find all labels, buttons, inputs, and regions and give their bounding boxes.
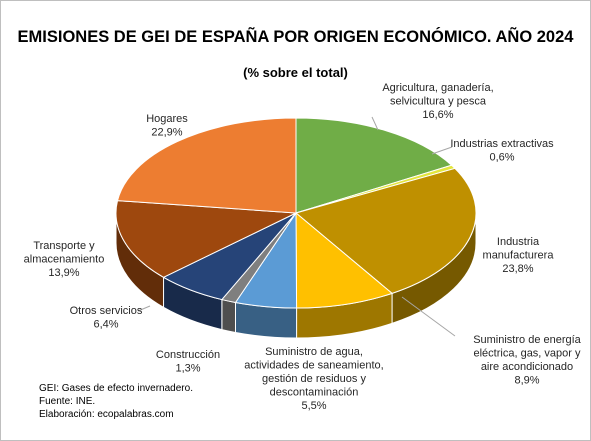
slice-label-hogares: Hogares 22,9%	[146, 113, 188, 139]
slice-value-label: 22,9%	[151, 127, 182, 139]
slice-value-label: 23,8%	[502, 263, 533, 275]
slice-label-agricultura-ganaderia-selvic: Agricultura, ganadería, selvicultura y pe…	[382, 82, 493, 121]
slice-name-label: Hogares	[146, 113, 188, 125]
slice-label-industria-manufacturera: Industria manufacturera 23,8%	[483, 236, 555, 275]
slice-label-otros-servicios: Otros servicios 6,4%	[70, 305, 143, 331]
note-gei: GEI: Gases de efecto invernadero.	[39, 383, 193, 394]
slice-label-suministro-de-energia-electr: Suministro de energía eléctrica, gas, vap…	[473, 334, 581, 387]
slice-agricultura-ganaderia-selvic[interactable]	[295, 117, 453, 214]
slice-label-industrias-extractivas: Industrias extractivas 0,6%	[450, 138, 554, 164]
slice-industria-manufacturera[interactable]	[294, 167, 477, 294]
slice-name-label: aire acondicionado	[481, 361, 573, 373]
slice-name-label: gestión de residuos y	[262, 373, 366, 385]
slice-name-label: Suministro de agua,	[265, 346, 363, 358]
slice-value-label: 6,4%	[93, 319, 118, 331]
slice-value-label: 5,5%	[301, 400, 326, 412]
slice-name-label: manufacturera	[483, 250, 555, 262]
slice-label-transporte-y-almacenamiento: Transporte y almacenamiento 13,9%	[24, 240, 105, 279]
chart-subtitle: (% sobre el total)	[243, 65, 348, 80]
slice-hogares[interactable]	[116, 117, 297, 214]
leader-line-agricultura-ganaderia-selvic	[371, 116, 379, 131]
slice-value-label: 0,6%	[489, 152, 514, 164]
slice-name-label: descontaminación	[270, 387, 359, 399]
slice-suministro-de-energia-electr[interactable]	[295, 211, 394, 309]
note-source: Fuente: INE.	[39, 396, 96, 407]
slice-name-label: actividades de saneamiento,	[244, 360, 383, 372]
chart-title: EMISIONES DE GEI DE ESPAÑA POR ORIGEN EC…	[17, 28, 574, 46]
chart-notes: GEI: Gases de efecto invernadero. Fuente…	[39, 382, 193, 421]
slice-name-label: Industrias extractivas	[450, 138, 554, 150]
slice-value-label: 1,3%	[175, 363, 200, 375]
slice-label-construccion: Construcción 1,3%	[156, 349, 220, 375]
slice-value-label: 8,9%	[514, 375, 539, 387]
slice-name-label: Otros servicios	[70, 305, 143, 317]
slice-side-construccion	[221, 298, 237, 334]
leader-line-otros-servicios	[137, 305, 151, 312]
slice-label-suministro-de-agua-actividad: Suministro de agua, actividades de saneam…	[244, 346, 383, 412]
slice-name-label: selvicultura y pesca	[390, 96, 487, 108]
slice-name-label: Construcción	[156, 349, 220, 361]
slice-name-label: almacenamiento	[24, 254, 105, 266]
slice-name-label: Agricultura, ganadería,	[382, 82, 493, 94]
slice-name-label: Industria	[497, 236, 540, 248]
slice-name-label: eléctrica, gas, vapor y	[474, 348, 581, 360]
slice-value-label: 16,6%	[422, 109, 453, 121]
slice-labels: Agricultura, ganadería, selvicultura y pe…	[24, 82, 582, 412]
slice-transporte-y-almacenamiento[interactable]	[115, 200, 298, 278]
slice-name-label: Suministro de energía	[473, 334, 581, 346]
leader-line-industrias-extractivas	[431, 146, 453, 155]
pie-top-layer	[115, 117, 477, 309]
note-credit: Elaboración: ecopalabras.com	[39, 409, 174, 420]
slice-name-label: Transporte y	[33, 240, 95, 252]
slice-value-label: 13,9%	[48, 267, 79, 279]
pie-depth-layer	[115, 212, 477, 339]
leader-lines	[137, 116, 456, 337]
leader-line-suministro-de-energia-electr	[401, 296, 456, 337]
